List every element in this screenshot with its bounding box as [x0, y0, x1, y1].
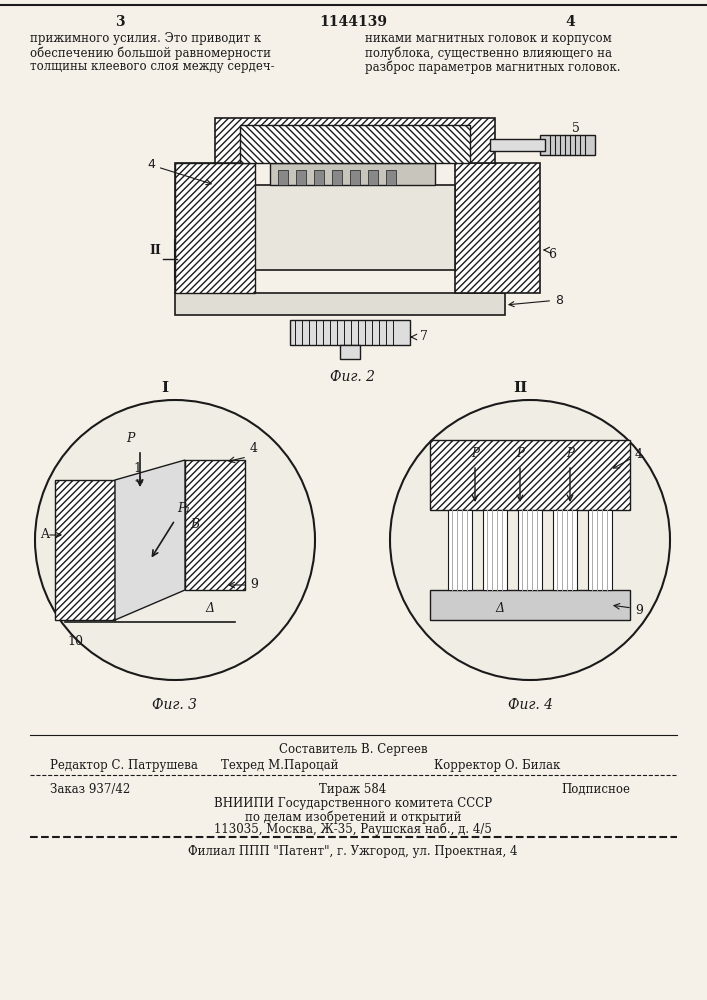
- Bar: [215, 118, 495, 163]
- Text: Δ: Δ: [206, 602, 214, 615]
- Text: 1: 1: [133, 462, 141, 475]
- Text: толщины клеевого слоя между сердеч-: толщины клеевого слоя между сердеч-: [30, 60, 274, 73]
- Text: Фиг. 2: Фиг. 2: [330, 370, 375, 384]
- Text: Тираж 584: Тираж 584: [320, 783, 387, 796]
- Bar: [270, 163, 435, 185]
- Bar: [588, 510, 612, 590]
- Bar: [175, 163, 255, 293]
- Bar: [255, 185, 455, 270]
- Polygon shape: [115, 460, 185, 620]
- Text: B: B: [190, 518, 199, 532]
- Text: II: II: [513, 381, 527, 395]
- Text: Редактор С. Патрушева: Редактор С. Патрушева: [50, 759, 198, 772]
- Text: полублока, существенно влияющего на: полублока, существенно влияющего на: [365, 46, 612, 60]
- Text: 9: 9: [635, 603, 643, 616]
- Text: ВНИИПИ Государственного комитета СССР: ВНИИПИ Государственного комитета СССР: [214, 797, 492, 810]
- Text: 6: 6: [548, 248, 556, 261]
- Text: 4: 4: [635, 448, 643, 462]
- Text: обеспечению большой равномерности: обеспечению большой равномерности: [30, 46, 271, 60]
- Text: 4: 4: [250, 442, 258, 455]
- Text: Фиг. 4: Фиг. 4: [508, 698, 552, 712]
- Text: Δ: Δ: [496, 602, 505, 615]
- Text: Составитель В. Сергеев: Составитель В. Сергеев: [279, 743, 427, 756]
- Bar: [386, 170, 396, 185]
- Text: Заказ 937/42: Заказ 937/42: [50, 783, 130, 796]
- Bar: [332, 170, 342, 185]
- Text: 3: 3: [115, 15, 125, 29]
- Bar: [290, 320, 410, 345]
- Text: 1144139: 1144139: [319, 15, 387, 29]
- Text: P: P: [126, 432, 134, 445]
- Text: Корректор О. Билак: Корректор О. Билак: [434, 759, 560, 772]
- Text: по делам изобретений и открытий: по делам изобретений и открытий: [245, 810, 461, 824]
- Bar: [553, 510, 577, 590]
- Text: Фиг. 3: Фиг. 3: [153, 698, 197, 712]
- Text: Техред М.Пароцай: Техред М.Пароцай: [221, 759, 339, 772]
- Polygon shape: [185, 460, 245, 590]
- Text: P: P: [566, 447, 574, 460]
- Text: 7: 7: [420, 330, 428, 344]
- Text: A: A: [40, 528, 49, 542]
- Bar: [448, 510, 472, 590]
- Bar: [368, 170, 378, 185]
- Bar: [175, 163, 255, 293]
- Bar: [518, 510, 542, 590]
- Text: P: P: [471, 447, 479, 460]
- Text: прижимного усилия. Это приводит к: прижимного усилия. Это приводит к: [30, 32, 261, 45]
- Text: P: P: [516, 447, 524, 460]
- Bar: [240, 125, 470, 163]
- Text: 4: 4: [147, 158, 211, 185]
- Bar: [430, 590, 630, 620]
- Text: 4: 4: [565, 15, 575, 29]
- Text: Филиал ППП "Патент", г. Ужгород, ул. Проектная, 4: Филиал ППП "Патент", г. Ужгород, ул. Про…: [188, 845, 518, 858]
- Text: P₁: P₁: [177, 502, 190, 515]
- Bar: [278, 170, 288, 185]
- Text: 113035, Москва, Ж-35, Раушская наб., д. 4/5: 113035, Москва, Ж-35, Раушская наб., д. …: [214, 823, 492, 836]
- Text: никами магнитных головок и корпусом: никами магнитных головок и корпусом: [365, 32, 612, 45]
- Bar: [314, 170, 324, 185]
- Bar: [483, 510, 507, 590]
- Text: Подписное: Подписное: [561, 783, 630, 796]
- Text: II: II: [149, 243, 161, 256]
- Circle shape: [35, 400, 315, 680]
- Text: 9: 9: [250, 578, 258, 591]
- Bar: [540, 135, 595, 155]
- Circle shape: [390, 400, 670, 680]
- Bar: [455, 163, 540, 293]
- Text: 5: 5: [572, 121, 580, 134]
- Bar: [175, 293, 505, 315]
- Text: разброс параметров магнитных головок.: разброс параметров магнитных головок.: [365, 60, 621, 74]
- Text: 8: 8: [509, 294, 563, 307]
- Bar: [430, 440, 630, 510]
- Text: 10: 10: [67, 635, 83, 648]
- Bar: [350, 170, 360, 185]
- Bar: [490, 139, 545, 151]
- Polygon shape: [55, 480, 115, 620]
- Bar: [296, 170, 306, 185]
- Text: I: I: [161, 381, 168, 395]
- Bar: [340, 345, 360, 359]
